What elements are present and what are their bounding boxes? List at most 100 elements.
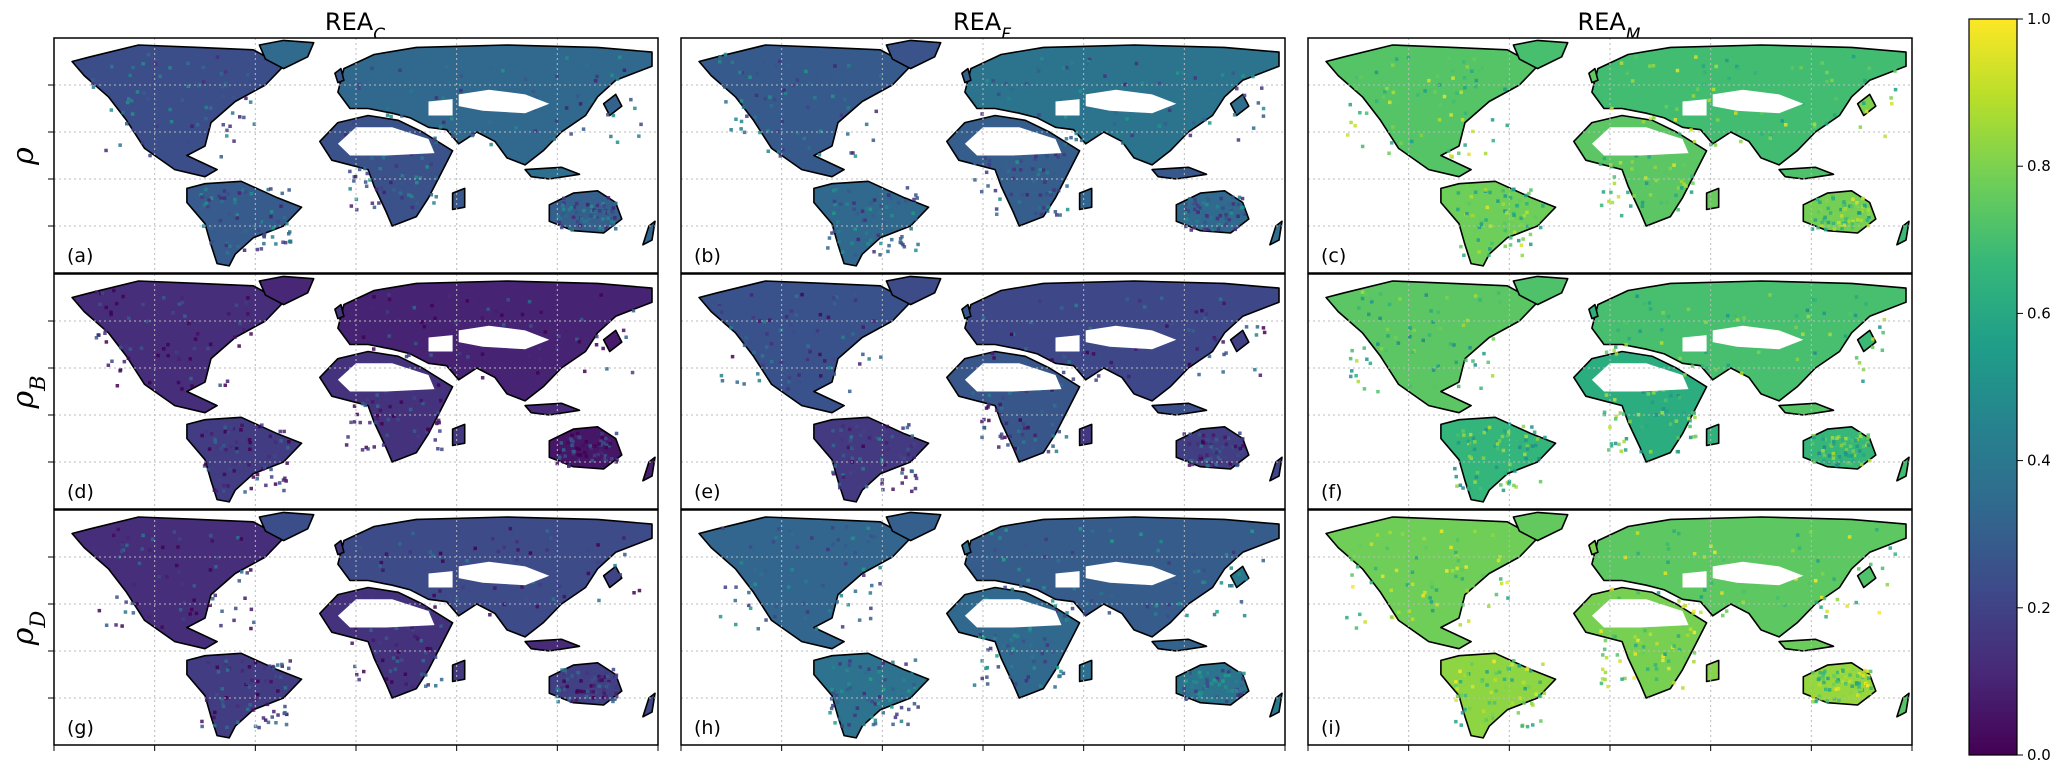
speckle-cell <box>798 380 802 385</box>
speckle-cell <box>188 357 192 361</box>
speckle-cell <box>1192 552 1196 557</box>
speckle-cell <box>973 178 977 182</box>
speckle-cell <box>426 427 430 432</box>
speckle-cell <box>836 220 840 224</box>
speckle-cell <box>982 636 986 640</box>
speckle-cell <box>260 423 264 427</box>
speckle-cell <box>598 209 602 213</box>
speckle-cell <box>991 78 996 83</box>
speckle-cell <box>847 663 852 667</box>
speckle-cell <box>729 326 733 330</box>
speckle-cell <box>1090 599 1094 603</box>
speckle-cell <box>1652 391 1656 395</box>
speckle-cell <box>838 485 842 490</box>
speckle-cell <box>846 603 850 607</box>
speckle-cell <box>282 438 286 443</box>
speckle-cell <box>1497 670 1502 674</box>
speckle-cell <box>1629 204 1633 208</box>
masked-region <box>1712 561 1804 586</box>
speckle-cell <box>781 147 785 152</box>
speckle-cell <box>158 541 162 545</box>
speckle-cell <box>412 634 417 638</box>
speckle-cell <box>1209 444 1213 449</box>
speckle-cell <box>269 475 274 479</box>
speckle-cell <box>534 95 539 100</box>
speckle-cell <box>881 711 885 715</box>
speckle-cell <box>1216 455 1221 460</box>
speckle-cell <box>1251 74 1255 79</box>
speckle-cell <box>233 461 238 466</box>
speckle-cell <box>611 209 615 214</box>
speckle-cell <box>364 445 368 450</box>
speckle-cell <box>284 479 288 483</box>
speckle-cell <box>838 202 843 206</box>
speckle-cell <box>1054 449 1059 454</box>
speckle-cell <box>377 201 381 205</box>
speckle-cell <box>555 74 559 79</box>
speckle-cell <box>880 482 884 486</box>
speckle-cell <box>1827 688 1832 692</box>
speckle-cell <box>1166 614 1170 619</box>
speckle-cell <box>596 543 600 547</box>
speckle-cell <box>1814 600 1819 605</box>
landmass-madagascar <box>1705 423 1720 447</box>
speckle-cell <box>739 119 744 124</box>
speckle-cell <box>1416 93 1420 97</box>
speckle-cell <box>1604 393 1609 397</box>
speckle-cell <box>612 697 617 701</box>
speckle-cell <box>1427 78 1431 83</box>
speckle-cell <box>1865 218 1870 222</box>
speckle-cell <box>868 201 873 205</box>
speckle-cell <box>235 216 239 220</box>
masked-region <box>337 127 435 156</box>
speckle-cell <box>240 423 244 428</box>
map-panel: (b) <box>680 37 1286 274</box>
speckle-cell <box>1205 202 1209 207</box>
speckle-cell <box>1015 160 1019 164</box>
speckle-cell <box>375 393 379 397</box>
speckle-cell <box>374 420 378 425</box>
speckle-cell <box>575 94 580 98</box>
speckle-cell <box>1203 220 1207 225</box>
speckle-cell <box>429 353 433 357</box>
speckle-cell <box>1201 686 1206 691</box>
speckle-cell <box>424 430 429 434</box>
speckle-cell <box>283 704 287 709</box>
speckle-cell <box>208 106 213 110</box>
speckle-cell <box>466 355 470 359</box>
speckle-cell <box>1524 456 1528 461</box>
speckle-cell <box>234 440 239 444</box>
speckle-cell <box>862 573 866 577</box>
speckle-cell <box>1051 444 1055 448</box>
speckle-cell <box>873 721 878 726</box>
speckle-cell <box>213 440 218 444</box>
speckle-cell <box>831 443 836 448</box>
speckle-cell <box>1538 225 1543 230</box>
speckle-cell <box>1211 433 1216 437</box>
speckle-cell <box>605 320 609 324</box>
speckle-cell <box>886 447 890 451</box>
speckle-cell <box>749 293 754 297</box>
speckle-cell <box>1603 638 1608 643</box>
speckle-cell <box>566 440 570 445</box>
speckle-cell <box>561 207 566 211</box>
speckle-cell <box>158 74 162 79</box>
speckle-cell <box>893 715 898 720</box>
speckle-cell <box>220 609 224 613</box>
speckle-cell <box>190 124 194 128</box>
speckle-cell <box>1038 167 1042 172</box>
speckle-cell <box>1198 453 1203 458</box>
speckle-cell <box>207 447 212 451</box>
speckle-cell <box>232 139 236 143</box>
speckle-cell <box>1261 558 1265 563</box>
speckle-cell <box>1053 210 1058 214</box>
speckle-cell <box>1812 125 1817 129</box>
speckle-cell <box>1837 698 1841 702</box>
speckle-cell <box>753 115 757 119</box>
speckle-cell <box>1346 133 1350 137</box>
speckle-cell <box>1851 449 1855 453</box>
speckle-cell <box>879 680 884 684</box>
landmass-uk <box>1588 303 1599 320</box>
speckle-cell <box>1530 444 1535 448</box>
masked-region <box>458 561 550 586</box>
